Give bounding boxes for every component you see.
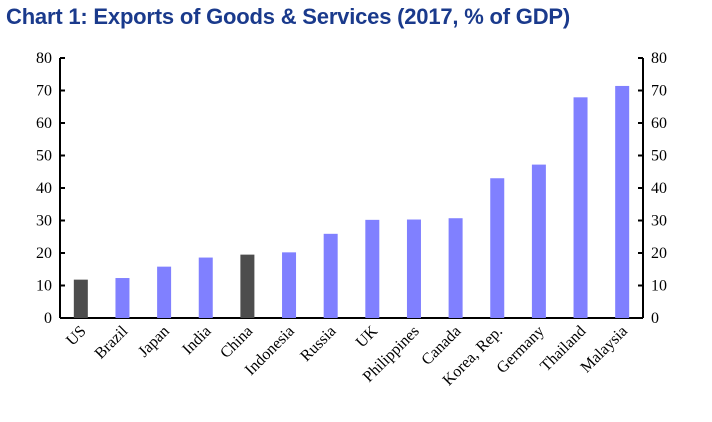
right-tick-label: 60 xyxy=(651,115,667,132)
bar-korea-rep- xyxy=(490,178,505,318)
x-tick-label: US xyxy=(63,323,89,349)
x-tick-label: Russia xyxy=(297,323,339,365)
left-tick-label: 50 xyxy=(36,148,52,165)
left-tick-label: 30 xyxy=(36,213,52,230)
bar-indonesia xyxy=(282,252,297,318)
right-tick-label: 20 xyxy=(651,245,667,262)
x-tick-label: Malaysia xyxy=(578,323,631,376)
right-tick-label: 30 xyxy=(651,213,667,230)
x-tick-label: India xyxy=(179,323,214,358)
bar-india xyxy=(198,257,213,318)
left-tick-label: 10 xyxy=(36,278,52,295)
right-tick-label: 0 xyxy=(651,310,659,327)
right-tick-label: 10 xyxy=(651,278,667,295)
x-tick-label: UK xyxy=(353,322,382,351)
right-tick-label: 80 xyxy=(651,50,667,67)
bar-malaysia xyxy=(615,85,630,318)
right-tick-label: 40 xyxy=(651,180,667,197)
x-tick-label: China xyxy=(217,323,256,362)
bar-china xyxy=(240,254,255,318)
bar-philippines xyxy=(406,219,421,318)
bar-japan xyxy=(157,266,172,318)
x-tick-label: Japan xyxy=(135,323,173,361)
chart-title: Chart 1: Exports of Goods & Services (20… xyxy=(6,4,570,29)
left-tick-label: 80 xyxy=(36,50,52,67)
bar-canada xyxy=(448,218,463,318)
bar-us xyxy=(73,279,88,318)
left-tick-label: 20 xyxy=(36,245,52,262)
bar-uk xyxy=(365,219,380,318)
bar-thailand xyxy=(573,97,588,318)
left-tick-label: 70 xyxy=(36,83,52,100)
x-tick-label: Brazil xyxy=(92,322,132,362)
right-tick-label: 70 xyxy=(651,83,667,100)
left-tick-label: 40 xyxy=(36,180,52,197)
left-tick-label: 0 xyxy=(44,310,52,327)
bar-brazil xyxy=(115,278,130,318)
bar-russia xyxy=(323,233,338,318)
bar-germany xyxy=(531,164,546,318)
right-tick-label: 50 xyxy=(651,148,667,165)
left-tick-label: 60 xyxy=(36,115,52,132)
